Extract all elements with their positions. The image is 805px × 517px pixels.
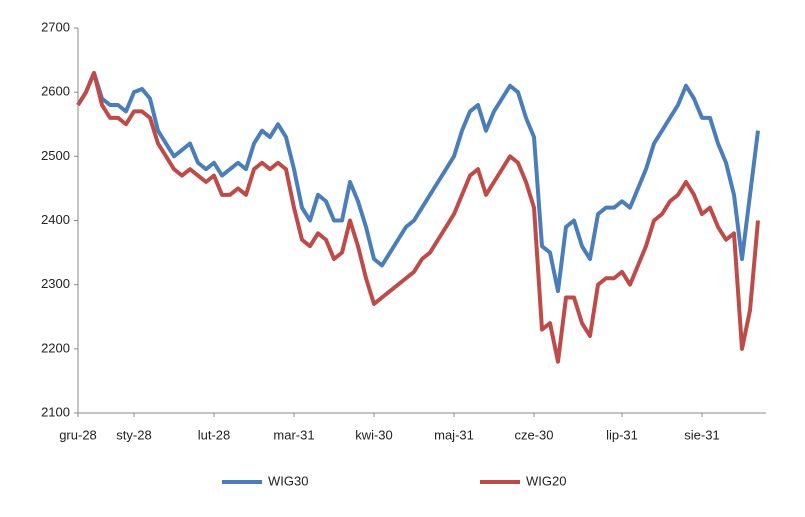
y-tick-label: 2400 bbox=[41, 212, 70, 227]
y-tick-label: 2300 bbox=[41, 276, 70, 291]
line-series bbox=[76, 70, 760, 364]
legend-label: WIG30 bbox=[268, 473, 308, 488]
y-tick-label: 2500 bbox=[41, 148, 70, 163]
x-tick-label: gru-28 bbox=[59, 427, 97, 442]
y-tick-label: 2200 bbox=[41, 340, 70, 355]
x-tick-label: lut-28 bbox=[198, 427, 231, 442]
line-series bbox=[76, 70, 760, 294]
x-tick-label: cze-30 bbox=[514, 427, 553, 442]
y-tick-label: 2600 bbox=[41, 84, 70, 99]
x-tick-label: maj-31 bbox=[434, 427, 474, 442]
x-tick-label: sie-31 bbox=[684, 427, 719, 442]
x-tick-label: kwi-30 bbox=[355, 427, 393, 442]
y-tick-label: 2100 bbox=[41, 404, 70, 419]
x-tick-label: sty-28 bbox=[116, 427, 151, 442]
y-tick-label: 2700 bbox=[41, 19, 70, 34]
legend-label: WIG20 bbox=[526, 473, 566, 488]
x-tick-label: mar-31 bbox=[273, 427, 314, 442]
x-tick-label: lip-31 bbox=[606, 427, 638, 442]
